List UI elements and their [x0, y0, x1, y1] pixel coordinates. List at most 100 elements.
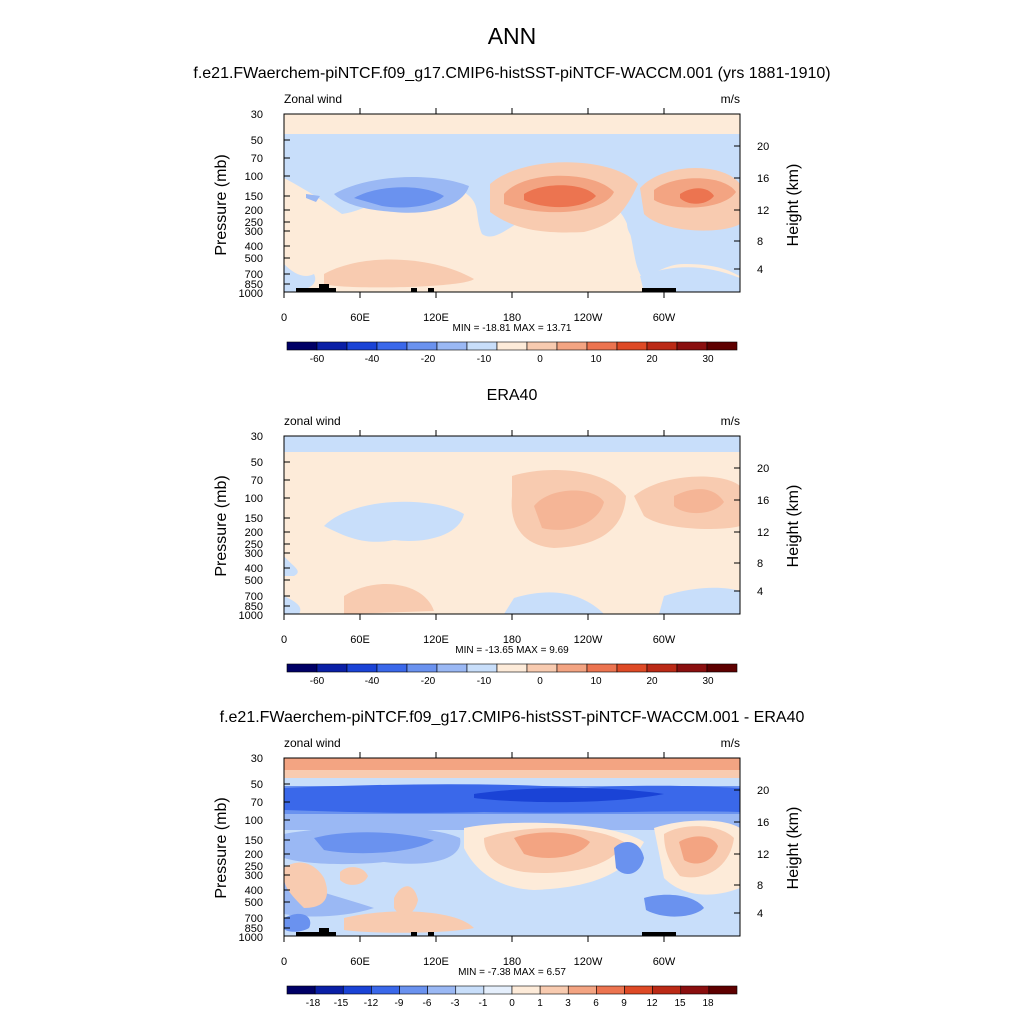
panel-2-colorbar: -60 -40 -20 -10 0 10 20 30: [286, 663, 738, 687]
p3-ptick-50: 50: [251, 779, 263, 791]
p2-cb-label--20: -20: [421, 676, 436, 687]
p2-cb-label--10: -10: [477, 676, 492, 687]
panel-1-pressure-tick-labels: 30 50 70 100 150 200 250 300 400 500 700…: [239, 109, 263, 300]
p3-cb-label-3: 3: [565, 998, 571, 1009]
p1-htick-12: 12: [757, 205, 769, 217]
panel-3-colorbar-swatches-swatch-4: [399, 985, 428, 995]
p1-xtick-60e: 60E: [350, 312, 370, 324]
panel-1-colorbar-swatches-swatch-3: [376, 341, 408, 351]
panel-3-colorbar-swatches-swatch-12: [624, 985, 653, 995]
panel-3-left-label: zonal wind: [284, 736, 341, 750]
p3-xtick-120w: 120W: [574, 956, 603, 968]
p3-ptick-30: 30: [251, 753, 263, 765]
p1-ptick-1000: 1000: [239, 288, 263, 300]
panel-2-stats: MIN = -13.65 MAX = 9.69: [455, 645, 569, 656]
panel-1-ylabel: Pressure (mb): [213, 154, 230, 255]
panel-2-colorbar-swatches-swatch-0: [286, 663, 318, 673]
p2-ptick-30: 30: [251, 431, 263, 443]
p2-xtick-180: 180: [503, 634, 521, 646]
p2-cb-label--40: -40: [365, 676, 380, 687]
panel-1-axes: 30 50 70 100 150 200 250 300 400 500 700…: [239, 108, 769, 324]
panel-3-colorbar-swatches-swatch-5: [427, 985, 457, 995]
p1-xtick-60w: 60W: [653, 312, 676, 324]
p2-cb-label-30: 30: [702, 676, 714, 687]
panel-3: f.e21.FWaerchem-piNTCF.f09_g17.CMIP6-his…: [213, 709, 804, 1009]
p1-xtick-0: 0: [281, 312, 287, 324]
p1-cb-label-20: 20: [646, 354, 658, 365]
panel-3-axes: 30 50 70 100 150 200 250 300 400 500 700…: [239, 752, 769, 968]
p3-ptick-250: 250: [245, 861, 263, 873]
p1-ptick-100: 100: [245, 171, 263, 183]
main-title: ANN: [488, 23, 537, 49]
panel-3-topography: [296, 928, 676, 936]
p2-ptick-50: 50: [251, 457, 263, 469]
p1-ptick-400: 400: [245, 241, 263, 253]
p3-ptick-850: 850: [245, 923, 263, 935]
panel-1-colorbar-swatches-swatch-2: [346, 341, 378, 351]
p3-cb-label-15: 15: [674, 998, 686, 1009]
p2-cb-label-0: 0: [537, 676, 543, 687]
panel-2-title: ERA40: [487, 387, 538, 404]
p3-htick-16: 16: [757, 817, 769, 829]
panel-1-colorbar-swatches-swatch-11: [616, 341, 648, 351]
panel-1-title: f.e21.FWaerchem-piNTCF.f09_g17.CMIP6-his…: [193, 65, 830, 82]
panel-3-colorbar-swatches-swatch-15: [708, 985, 738, 995]
p1-ptick-200: 200: [245, 205, 263, 217]
panel-1-colorbar-swatches-swatch-10: [586, 341, 618, 351]
panel-2-left-label: zonal wind: [284, 414, 341, 428]
p2-ptick-250: 250: [245, 539, 263, 551]
p2-xtick-120w: 120W: [574, 634, 603, 646]
panel-1-colorbar-labels: -60 -40 -20 -10 0 10 20 30: [310, 354, 714, 365]
panel-3-colorbar-swatches: [286, 985, 738, 995]
p3-cb-label-12: 12: [646, 998, 658, 1009]
p3-cb-label-1: 1: [537, 998, 543, 1009]
p3-cb-label--15: -15: [334, 998, 349, 1009]
p2-cb-label--60: -60: [310, 676, 325, 687]
p2-htick-8: 8: [757, 558, 763, 570]
p2-ptick-300: 300: [245, 548, 263, 560]
p1-htick-4: 4: [757, 264, 763, 276]
p3-htick-8: 8: [757, 880, 763, 892]
p2-htick-20: 20: [757, 463, 769, 475]
p3-cb-label--3: -3: [451, 998, 460, 1009]
p3-htick-12: 12: [757, 849, 769, 861]
p1-xtick-120e: 120E: [423, 312, 449, 324]
panel-3-height-tick-labels: 20 16 12 8 4: [757, 785, 769, 920]
panel-1-height-tick-labels: 20 16 12 8 4: [757, 141, 769, 276]
p3-ptick-1000: 1000: [239, 932, 263, 944]
panel-3-colorbar-swatches-swatch-3: [371, 985, 400, 995]
panel-3-title: f.e21.FWaerchem-piNTCF.f09_g17.CMIP6-his…: [220, 709, 805, 726]
panel-3-colorbar-labels: -18 -15 -12 -9 -6 -3 -1 0 1 3 6 9 12 15 …: [306, 998, 714, 1009]
p1-ptick-70: 70: [251, 153, 263, 165]
panel-1-left-label: Zonal wind: [284, 92, 342, 106]
panel-1-colorbar-swatches: [286, 341, 738, 351]
p2-xtick-60e: 60E: [350, 634, 370, 646]
panel-1-x-tick-labels: 0 60E 120E 180 120W 60W: [281, 312, 676, 324]
p1-htick-16: 16: [757, 173, 769, 185]
p2-ptick-500: 500: [245, 575, 263, 587]
panel-3-colorbar-swatches-swatch-10: [567, 985, 597, 995]
panel-1-right-label: m/s: [721, 92, 740, 106]
p2-xtick-0: 0: [281, 634, 287, 646]
p3-cb-label-0: 0: [509, 998, 515, 1009]
p1-htick-8: 8: [757, 236, 763, 248]
p1-ptick-500: 500: [245, 253, 263, 265]
panel-1-colorbar: -60 -40 -20 -10 0 10 20 30: [286, 341, 738, 365]
panel-1-colorbar-swatches-swatch-0: [286, 341, 318, 351]
p3-xtick-60w: 60W: [653, 956, 676, 968]
panel-2-colorbar-swatches-swatch-9: [556, 663, 588, 673]
p1-cb-label-0: 0: [537, 354, 543, 365]
panel-1-colorbar-swatches-swatch-8: [526, 341, 558, 351]
p3-cb-label--1: -1: [479, 998, 488, 1009]
p3-cb-label-6: 6: [593, 998, 599, 1009]
panel-2-colorbar-swatches: [286, 663, 738, 673]
p2-cb-label-20: 20: [646, 676, 658, 687]
p2-ptick-700: 700: [245, 591, 263, 603]
panel-2-pressure-tick-labels: 30 50 70 100 150 200 250 300 400 500 700…: [239, 431, 263, 622]
panel-1-colorbar-swatches-swatch-9: [556, 341, 588, 351]
panel-1-colorbar-swatches-swatch-12: [646, 341, 678, 351]
panel-1-colorbar-swatches-swatch-4: [406, 341, 438, 351]
p3-htick-20: 20: [757, 785, 769, 797]
p3-htick-4: 4: [757, 908, 763, 920]
panel-3-colorbar-swatches-swatch-14: [680, 985, 710, 995]
